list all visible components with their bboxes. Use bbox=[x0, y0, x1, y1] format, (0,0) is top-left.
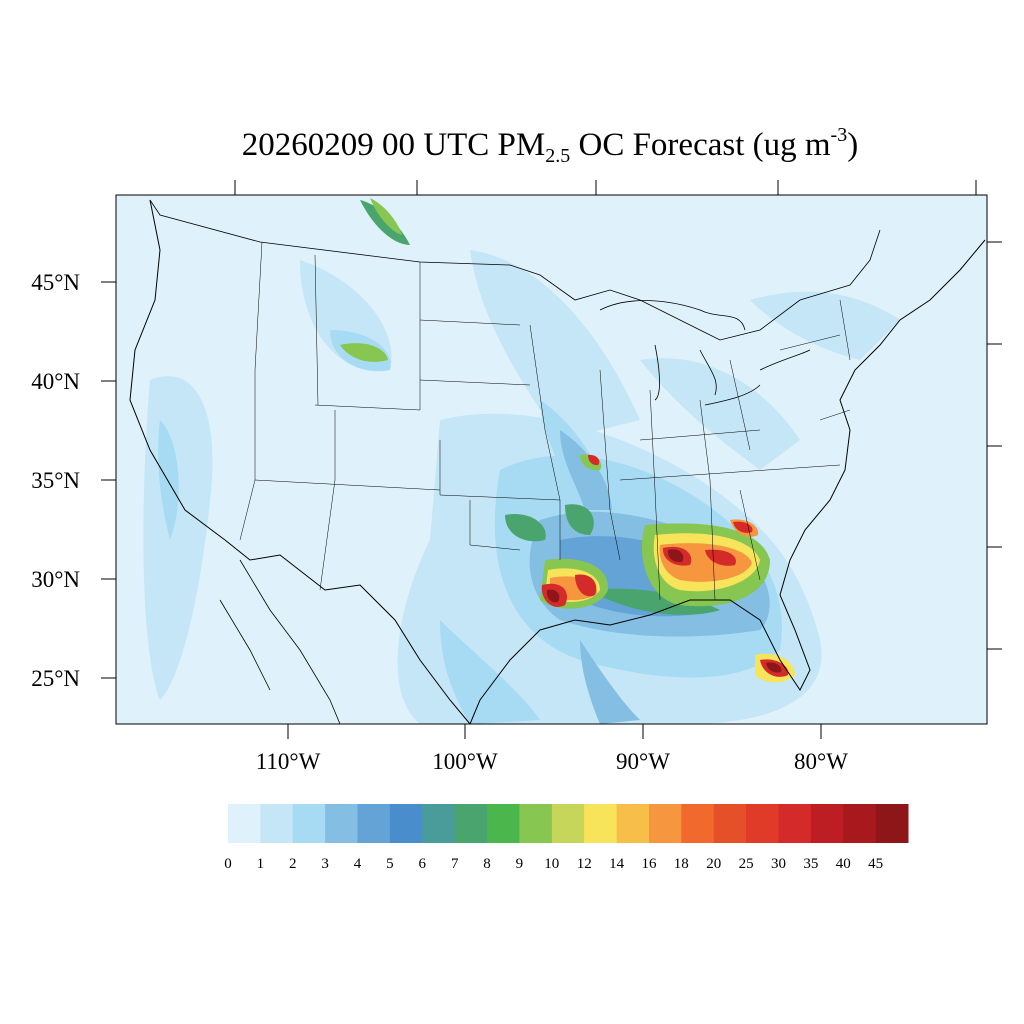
latitude-label: 45°N bbox=[31, 270, 80, 295]
colorbar-swatch bbox=[487, 804, 520, 843]
us-outline bbox=[129, 199, 986, 724]
boundaries bbox=[129, 199, 986, 724]
title-prefix: 20260209 00 UTC PM bbox=[241, 127, 546, 163]
colorbar-label: 1 bbox=[256, 856, 265, 872]
colorbar-swatch bbox=[616, 804, 650, 843]
longitude-label: 100°W bbox=[432, 749, 498, 774]
colorbar-label: 25 bbox=[738, 856, 754, 872]
colorbar-swatch bbox=[228, 804, 261, 843]
state-lines bbox=[239, 241, 851, 601]
colorbar-swatch bbox=[389, 804, 423, 843]
colorbar-label: 5 bbox=[386, 856, 394, 872]
colorbar-label: 0 bbox=[224, 856, 232, 872]
colorbar-swatch bbox=[810, 804, 844, 843]
colorbar-swatch bbox=[260, 804, 294, 843]
colorbar-swatch bbox=[292, 804, 326, 843]
colorbar-label: 45 bbox=[868, 856, 884, 872]
great-lakes bbox=[599, 300, 811, 406]
colorbar-swatch bbox=[713, 804, 747, 843]
colorbar-swatch bbox=[519, 804, 553, 843]
colorbar-label: 40 bbox=[835, 856, 851, 872]
colorbar-label: 8 bbox=[483, 856, 491, 872]
tick-marks bbox=[101, 180, 1002, 739]
colorbar-swatch bbox=[357, 804, 391, 843]
colorbar-label: 2 bbox=[289, 856, 297, 872]
colorbar-swatch bbox=[454, 804, 488, 843]
latitude-label: 35°N bbox=[31, 468, 80, 493]
canada-border bbox=[149, 199, 881, 341]
title-suffix: ) bbox=[847, 127, 859, 163]
longitude-label: 80°W bbox=[794, 749, 848, 774]
latitude-label: 40°N bbox=[31, 369, 80, 394]
longitude-label: 110°W bbox=[255, 749, 321, 774]
field-level-45 bbox=[546, 549, 782, 673]
colorbar-label: 4 bbox=[353, 856, 362, 872]
colorbar-swatch bbox=[778, 804, 812, 843]
colorbar-label: 7 bbox=[450, 856, 459, 872]
colorbar-label: 12 bbox=[576, 856, 592, 872]
colorbar-swatch bbox=[551, 804, 585, 843]
title-middle: OC Forecast (ug m bbox=[570, 127, 831, 163]
colorbar-label: 30 bbox=[771, 856, 786, 872]
longitude-label: 90°W bbox=[616, 749, 670, 774]
map-title: 20260209 00 UTC PM2.5 OC Forecast (ug m-… bbox=[0, 124, 1024, 168]
latitude-label: 30°N bbox=[31, 567, 80, 592]
colorbar-label: 14 bbox=[609, 856, 625, 872]
colorbar-swatch bbox=[584, 804, 618, 843]
map-frame bbox=[115, 194, 988, 725]
colorbar-swatch bbox=[422, 804, 456, 843]
colorbar-label: 3 bbox=[321, 856, 329, 872]
colorbar bbox=[228, 804, 909, 843]
colorbar-swatch bbox=[875, 804, 909, 843]
colorbar-label: 20 bbox=[706, 856, 722, 872]
latitude-label: 25°N bbox=[31, 666, 80, 691]
colorbar-swatch bbox=[843, 804, 877, 843]
colorbar-swatch bbox=[648, 804, 682, 843]
colorbar-label: 16 bbox=[641, 856, 657, 872]
mexico-coast bbox=[219, 559, 341, 724]
title-superscript: -3 bbox=[830, 124, 848, 146]
colorbar-swatch bbox=[325, 804, 359, 843]
colorbar-swatch bbox=[681, 804, 715, 843]
colorbar-label: 9 bbox=[515, 856, 524, 872]
colorbar-swatch bbox=[746, 804, 779, 843]
colorbar-label: 10 bbox=[544, 856, 560, 872]
colorbar-label: 18 bbox=[673, 856, 689, 872]
title-subscript: 2.5 bbox=[545, 145, 571, 167]
colorbar-label: 35 bbox=[803, 856, 819, 872]
colorbar-label: 6 bbox=[418, 856, 427, 872]
